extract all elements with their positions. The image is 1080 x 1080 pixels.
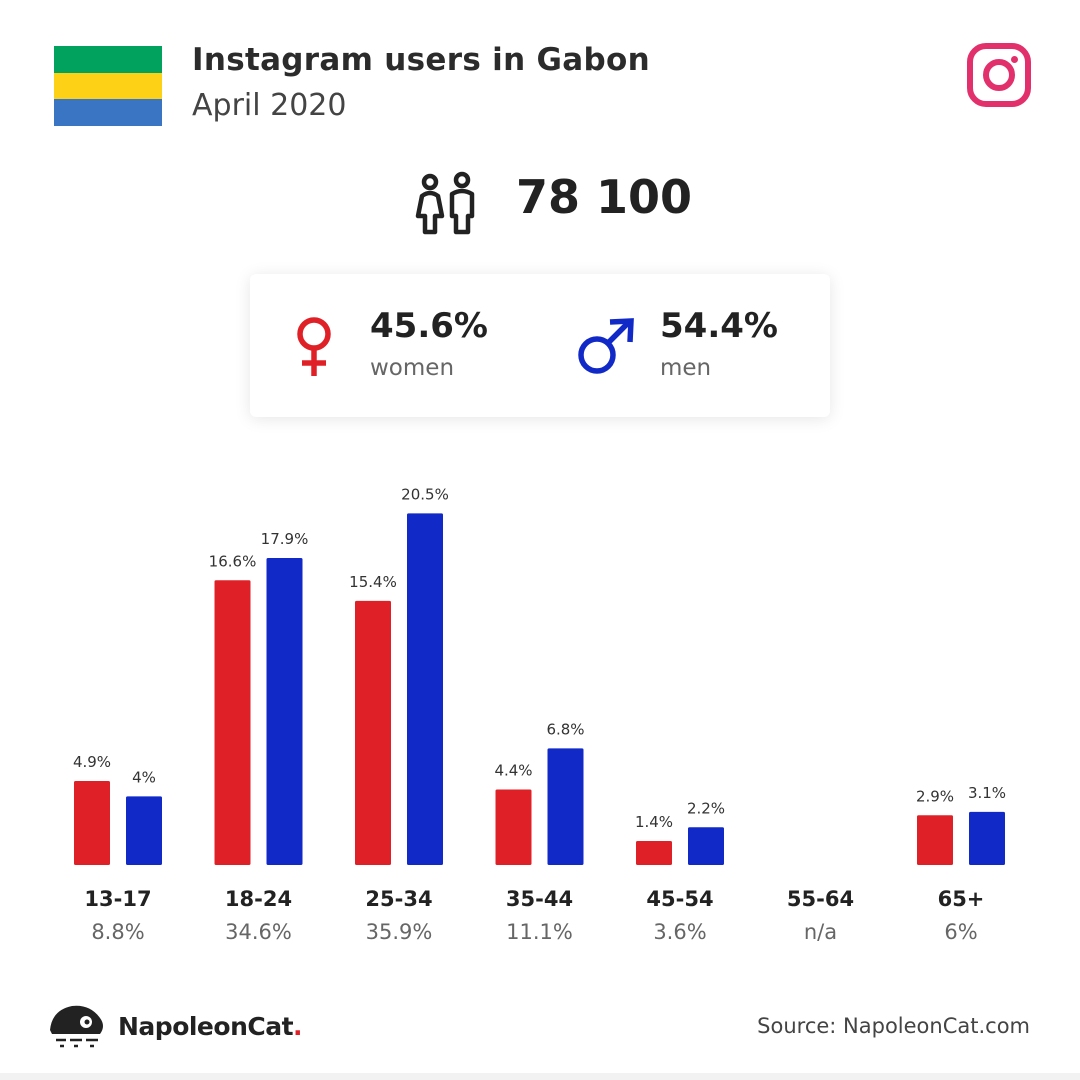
bar-women-45-54	[636, 840, 672, 865]
category-total-25-34: 35.9%	[366, 920, 433, 944]
category-label-65+: 65+	[938, 887, 985, 911]
category-total-45-54: 3.6%	[653, 920, 706, 944]
category-label-13-17: 13-17	[84, 887, 151, 911]
data-label-men-25-34: 20.5%	[401, 485, 449, 503]
users-icon	[415, 171, 475, 235]
women-label: women	[370, 355, 455, 381]
category-total-65+: 6%	[944, 920, 977, 944]
category-label-18-24: 18-24	[225, 887, 292, 911]
category-label-55-64: 55-64	[787, 887, 854, 911]
data-label-women-25-34: 15.4%	[349, 573, 397, 591]
category-total-13-17: 8.8%	[91, 920, 144, 944]
data-label-men-65+: 3.1%	[968, 784, 1006, 802]
category-total-55-64: n/a	[804, 920, 837, 944]
men-label: men	[660, 355, 712, 381]
flag-stripe-blue	[54, 99, 162, 126]
page-subtitle: April 2020	[192, 88, 347, 123]
category-label-45-54: 45-54	[646, 887, 713, 911]
brand-name: NapoleonCat.	[118, 1012, 303, 1041]
category-label-25-34: 25-34	[365, 887, 432, 911]
bar-women-35-44	[495, 789, 532, 865]
bar-men-13-17	[126, 796, 162, 865]
bar-men-65+	[969, 811, 1005, 865]
men-percentage: 54.4%	[660, 306, 778, 346]
age-gender-bar-chart: 4.9% 4% 13-17 8.8% 16.6%17.9% 18-24 34.6% 15.4%…	[73, 485, 1006, 944]
data-label-women-65+: 2.9%	[916, 787, 954, 805]
page-title: Instagram users in Gabon	[192, 42, 650, 78]
source-text: Source: NapoleonCat.com	[757, 1014, 1030, 1038]
data-label-men-18-24: 17.9%	[261, 530, 309, 548]
total-users: 78 100	[516, 170, 693, 224]
category-label-35-44: 35-44	[506, 887, 573, 911]
category-total-18-24: 34.6%	[225, 920, 292, 944]
gabon-flag	[54, 46, 162, 126]
bottom-bar	[0, 1073, 1080, 1080]
flag-stripe-yellow	[54, 72, 162, 100]
data-label-men-13-17: 4%	[132, 768, 156, 786]
bar-women-13-17	[74, 780, 110, 865]
category-total-35-44: 11.1%	[506, 920, 573, 944]
bar-women-25-34	[355, 600, 391, 865]
flag-stripe-green	[54, 46, 162, 73]
data-label-women-45-54: 1.4%	[635, 813, 673, 831]
data-label-women-13-17: 4.9%	[73, 753, 111, 771]
female-symbol-icon	[297, 317, 331, 376]
bar-men-45-54	[688, 827, 724, 865]
bar-men-18-24	[266, 558, 303, 865]
data-label-men-45-54: 2.2%	[687, 799, 725, 817]
instagram-icon	[967, 43, 1031, 107]
data-label-women-35-44: 4.4%	[494, 762, 532, 780]
women-percentage: 45.6%	[370, 306, 488, 346]
data-label-women-18-24: 16.6%	[209, 552, 257, 570]
male-symbol-icon	[578, 318, 634, 374]
data-label-men-35-44: 6.8%	[546, 720, 584, 738]
brand-text: NapoleonCat	[118, 1012, 294, 1041]
bar-women-18-24	[214, 580, 251, 865]
bar-women-65+	[917, 815, 953, 865]
bar-men-25-34	[407, 513, 443, 865]
napoleoncat-logo-icon	[50, 1005, 103, 1048]
gender-card: 45.6% women 54.4% men	[250, 274, 830, 417]
bar-men-35-44	[547, 748, 584, 865]
brand-dot: .	[293, 1012, 303, 1041]
